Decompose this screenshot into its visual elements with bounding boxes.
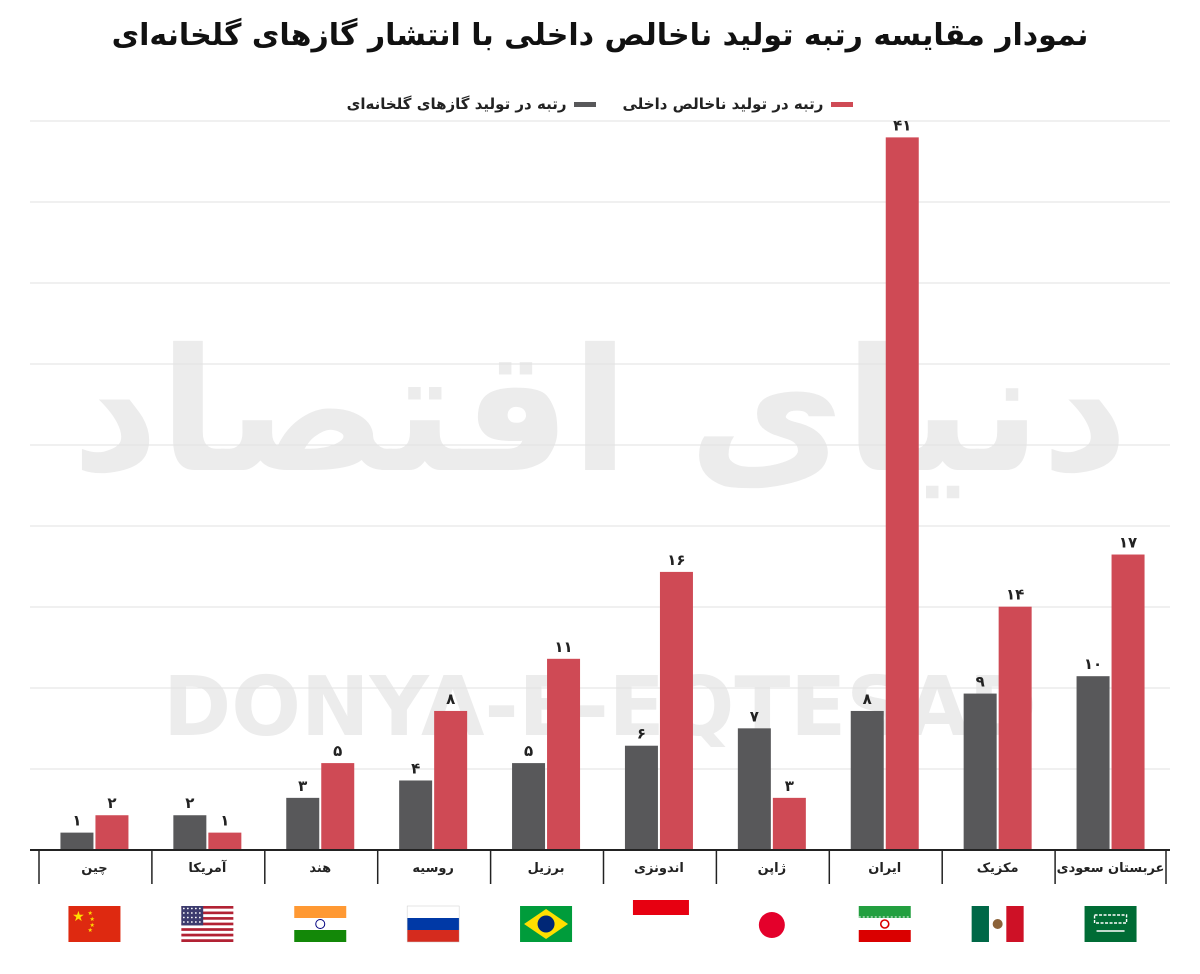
legend-swatch-emissions (574, 101, 597, 107)
bar-gdp (434, 710, 468, 850)
category-label: آمریکا (188, 859, 226, 876)
data-label-emissions: ۱ (72, 812, 81, 830)
svg-text:★: ★ (87, 927, 92, 934)
bar-gdp (547, 658, 581, 850)
bar-emissions (173, 815, 207, 850)
bar-emissions (850, 710, 884, 850)
category-label: روسیه (412, 861, 454, 876)
legend-swatch-gdp (831, 101, 854, 107)
legend-item-emissions: رتبه در تولید گازهای گلخانه‌ای (347, 95, 597, 113)
chart-legend: رتبه در تولید ناخالص داخلی رتبه در تولید… (0, 95, 1200, 113)
data-label-gdp: ۱۶ (667, 551, 685, 569)
category-label: ایران (868, 861, 901, 876)
data-label-gdp: ۱۴ (1006, 586, 1024, 604)
bar-gdp (772, 797, 806, 850)
bar-gdp (998, 606, 1032, 850)
bar-gdp (321, 763, 355, 850)
data-label-emissions: ۴ (411, 759, 420, 777)
data-label-emissions: ۲ (185, 794, 194, 812)
svg-text:★: ★ (87, 910, 92, 917)
data-label-gdp: ۵ (333, 742, 342, 760)
category-label: چین (81, 861, 107, 876)
bar-gdp (885, 137, 919, 850)
data-label-gdp: ۳ (785, 777, 794, 795)
data-label-gdp: ۸ (446, 690, 455, 708)
data-label-emissions: ۵ (524, 742, 533, 760)
indonesia-flag (632, 900, 689, 930)
svg-text:★: ★ (89, 922, 94, 929)
bar-emissions (963, 693, 997, 850)
russia-flag (406, 905, 460, 943)
bars: ۱ ۲ ۲ ۱ ۳ ۵ ۴ ۸ ۵ ۱۱ ۶ ۱۶ ۷ ۳ ۸ ۴۱ ۹ ۱۴ ۱۰ ۱۷ (60, 116, 1145, 850)
bar-emissions (737, 728, 771, 850)
legend-label-gdp: رتبه در تولید ناخالص داخلی (622, 95, 824, 113)
bar-emissions (399, 780, 433, 850)
bar-gdp (659, 571, 693, 850)
data-label-gdp: ۲ (107, 794, 116, 812)
category-axis: چین آمریکا هند روسیه برزیل اندونزی ژاپن ایران مک… (30, 849, 1170, 884)
category-label: مکزیک (977, 861, 1019, 876)
data-label-emissions: ۶ (637, 725, 646, 743)
india-flag (294, 906, 347, 942)
data-label-gdp: ۱۱ (554, 638, 572, 656)
data-label-emissions: ۷ (750, 707, 759, 725)
data-label-emissions: ۸ (863, 690, 872, 708)
data-label-gdp: ۱ (220, 812, 229, 830)
legend-item-gdp: رتبه در تولید ناخالص داخلی (622, 95, 854, 113)
data-label-emissions: ۱۰ (1084, 655, 1102, 673)
bar-emissions (624, 745, 658, 850)
data-label-emissions: ۳ (298, 777, 307, 795)
bar-gdp (1111, 554, 1145, 850)
bar-emissions (512, 763, 546, 850)
category-label: هند (309, 861, 331, 876)
bar-emissions (60, 832, 94, 850)
mexico-flag (971, 906, 1024, 942)
bar-gdp (95, 815, 129, 850)
category-label: اندونزی (634, 861, 684, 876)
japan-flag (758, 912, 785, 938)
legend-label-emissions: رتبه در تولید گازهای گلخانه‌ای (346, 95, 567, 113)
data-label-gdp: ۱۷ (1119, 534, 1137, 552)
chart-title: نمودار مقایسه رتبه تولید ناخالص داخلی با… (111, 18, 1089, 53)
bar-gdp (208, 832, 242, 850)
saudi-arabia-flag (1084, 906, 1137, 942)
category-label: ژاپن (758, 861, 787, 876)
brazil-flag (520, 906, 573, 942)
flags: ★ ★★★★ (68, 900, 1137, 943)
iran-flag (858, 906, 911, 942)
data-label-gdp: ۴۱ (893, 116, 911, 134)
china-flag: ★ ★★★★ (68, 906, 121, 942)
bar-emissions (1076, 676, 1110, 850)
category-label: برزیل (528, 861, 565, 876)
bar-emissions (286, 797, 320, 850)
svg-text:★: ★ (89, 916, 94, 923)
category-label: عربستان سعودی (1057, 861, 1165, 876)
usa-flag (181, 906, 234, 942)
svg-text:★: ★ (72, 909, 85, 925)
data-label-emissions: ۹ (976, 673, 985, 691)
